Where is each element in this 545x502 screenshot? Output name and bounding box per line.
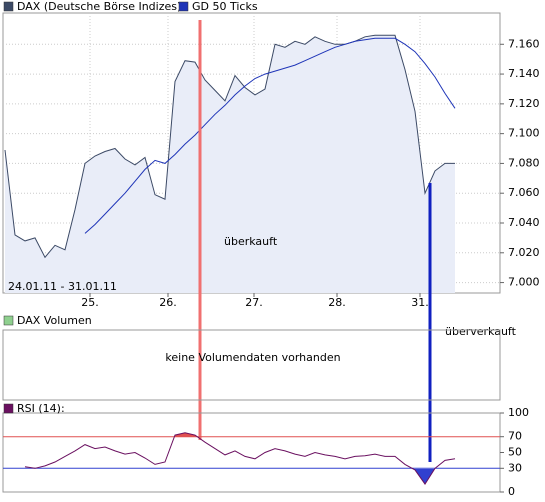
legend-swatch bbox=[3, 1, 14, 12]
series-line bbox=[4, 34, 455, 259]
no-data-message: keine Volumendaten vorhanden bbox=[165, 351, 340, 364]
y-tick-label: 7.120 bbox=[508, 97, 540, 110]
y-tick-label: 30 bbox=[508, 461, 522, 474]
x-tick-label: 27. bbox=[245, 296, 263, 309]
y-tick-label: 7.080 bbox=[508, 156, 540, 169]
legend-label: GD 50 Ticks bbox=[192, 0, 258, 13]
legend-swatch bbox=[3, 403, 14, 414]
x-tick-label: 26. bbox=[159, 296, 177, 309]
x-tick-label: 31. bbox=[411, 296, 429, 309]
level-fill bbox=[25, 432, 455, 437]
x-tick-label: 25. bbox=[81, 296, 99, 309]
annotation: überkauft bbox=[224, 235, 278, 248]
legend-swatch bbox=[3, 315, 14, 326]
y-tick-label: 7.000 bbox=[508, 276, 540, 289]
annotation: überverkauft bbox=[445, 325, 517, 338]
series-line bbox=[84, 37, 456, 234]
y-tick-label: 100 bbox=[508, 406, 529, 419]
y-tick-label: 50 bbox=[508, 446, 522, 459]
y-tick-label: 7.140 bbox=[508, 67, 540, 80]
legend-label: DAX Volumen bbox=[17, 314, 92, 327]
y-tick-label: 0 bbox=[508, 485, 515, 498]
legend-label: RSI (14): bbox=[17, 402, 65, 415]
y-tick-label: 70 bbox=[508, 430, 522, 443]
level-fill bbox=[413, 469, 435, 485]
series-line bbox=[24, 432, 456, 485]
legend-label: DAX (Deutsche Börse Indizes) bbox=[17, 0, 181, 13]
y-tick-label: 7.020 bbox=[508, 246, 540, 259]
y-tick-label: 7.100 bbox=[508, 127, 540, 140]
date-range: 24.01.11 - 31.01.11 bbox=[8, 280, 117, 293]
panel-frame bbox=[2, 329, 501, 401]
x-tick-label: 28. bbox=[328, 296, 346, 309]
y-tick-label: 7.160 bbox=[508, 37, 540, 50]
area bbox=[5, 35, 455, 294]
legend-swatch bbox=[178, 1, 189, 12]
y-tick-label: 7.040 bbox=[508, 216, 540, 229]
y-tick-label: 7.060 bbox=[508, 186, 540, 199]
